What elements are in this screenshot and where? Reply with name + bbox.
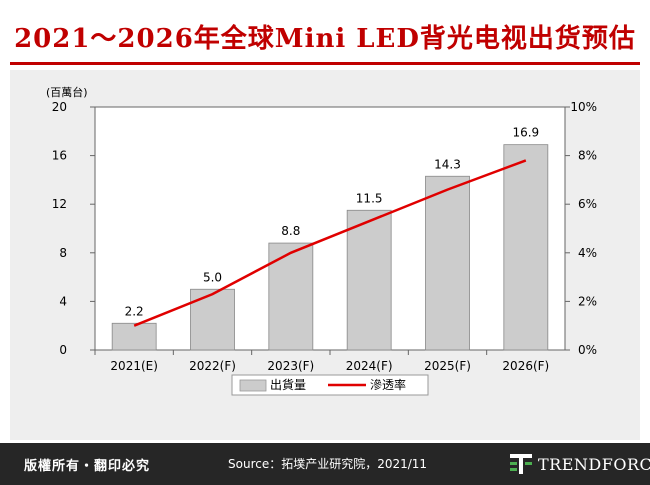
legend-label-penetration: 滲透率 xyxy=(370,377,406,392)
chart-title: 2021～2026年全球Mini LED背光电视出货预估 xyxy=(14,24,636,54)
title-divider xyxy=(10,62,640,65)
bar-2024(F) xyxy=(346,209,392,351)
y-right-tick-label: 4% xyxy=(578,246,597,260)
y-axis-left: 0 4 8 12 16 20 xyxy=(52,100,95,357)
footer-bar: 版權所有・翻印必究 Source：拓墣产业研究院，2021/11 TRENDFO… xyxy=(0,443,650,485)
bar-value-label: 2.2 xyxy=(125,304,144,318)
x-tick-label: 2022(F) xyxy=(189,359,236,373)
bar-value-label: 8.8 xyxy=(281,224,300,238)
y-unit-label: (百萬台) xyxy=(46,85,88,99)
x-tick-label: 2026(F) xyxy=(502,359,549,373)
bar-2025(F) xyxy=(425,175,470,351)
line-series-penetration xyxy=(133,159,527,327)
bar-2022(F) xyxy=(190,288,235,351)
y-right-tick-label: 0% xyxy=(578,343,597,357)
y-right-tick-label: 6% xyxy=(578,197,597,211)
trendforce-logo-mark-icon xyxy=(510,454,532,474)
bar-2021(E) xyxy=(111,322,157,351)
y-left-tick-label: 0 xyxy=(59,343,67,357)
x-tick-label: 2021(E) xyxy=(110,359,157,373)
y-right-tick-label: 2% xyxy=(578,294,597,308)
x-tick-label: 2023(F) xyxy=(267,359,314,373)
bar-series xyxy=(111,144,549,351)
y-left-tick-label: 8 xyxy=(59,246,67,260)
source-note: Source：拓墣产业研究院，2021/11 xyxy=(228,457,428,471)
legend-swatch-shipments xyxy=(239,379,267,392)
x-tick-label: 2025(F) xyxy=(424,359,471,373)
y-left-tick-label: 4 xyxy=(59,294,67,308)
bar-value-label: 16.9 xyxy=(512,126,539,140)
y-left-tick-label: 20 xyxy=(52,100,67,114)
bar-labels: 2.2 5.0 8.8 11.5 14.3 16.9 xyxy=(125,126,540,319)
trendforce-wordmark: TRENDFORCE xyxy=(538,455,650,474)
x-tick-label: 2024(F) xyxy=(346,359,393,373)
bar-value-label: 14.3 xyxy=(434,157,461,171)
x-axis: 2021(E) 2022(F) 2023(F) 2024(F) 2025(F) 2026(… xyxy=(94,350,549,373)
legend-label-shipments: 出貨量 xyxy=(270,377,306,392)
legend: 出貨量 滲透率 xyxy=(231,374,429,396)
bar-value-label: 5.0 xyxy=(203,270,222,284)
bar-2026(F) xyxy=(503,144,549,351)
y-right-tick-label: 10% xyxy=(570,100,597,114)
copyright-notice: 版權所有・翻印必究 xyxy=(24,459,151,474)
y-axis-right: 0% 2% 4% 6% 8% 10% xyxy=(565,100,597,357)
bar-value-label: 11.5 xyxy=(356,191,383,205)
y-left-tick-label: 12 xyxy=(52,197,67,211)
y-right-tick-label: 8% xyxy=(578,149,597,163)
y-left-tick-label: 16 xyxy=(52,149,67,163)
bar-2023(F) xyxy=(268,242,314,351)
trendforce-logo: TRENDFORCE xyxy=(508,451,650,477)
